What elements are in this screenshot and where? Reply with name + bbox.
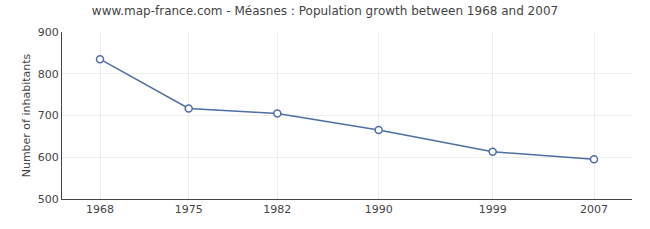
svg-text:600: 600	[38, 151, 59, 164]
svg-text:700: 700	[38, 109, 59, 122]
svg-text:1968: 1968	[86, 203, 114, 216]
svg-text:800: 800	[38, 68, 59, 81]
svg-text:900: 900	[38, 26, 59, 39]
svg-text:500: 500	[38, 193, 59, 206]
svg-text:2007: 2007	[580, 203, 608, 216]
svg-text:1999: 1999	[479, 203, 507, 216]
svg-text:1982: 1982	[263, 203, 291, 216]
svg-text:www.map-france.com - Méasnes :: www.map-france.com - Méasnes : Populatio…	[92, 4, 558, 18]
svg-text:1975: 1975	[175, 203, 203, 216]
svg-text:Number of inhabitants: Number of inhabitants	[20, 53, 33, 177]
svg-text:1990: 1990	[365, 203, 393, 216]
